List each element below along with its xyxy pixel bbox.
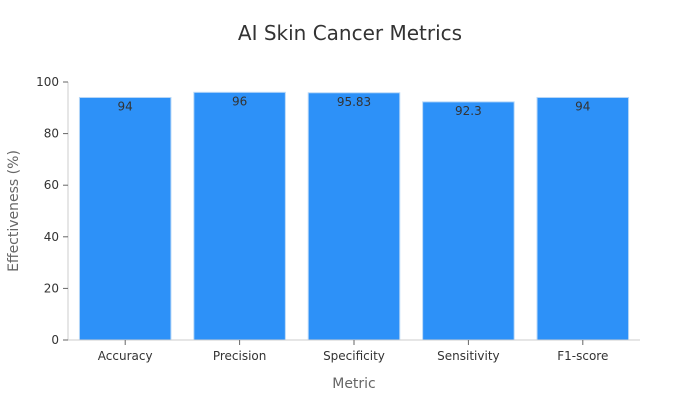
y-tick-label: 100 [36, 75, 59, 89]
bar-specificity [307, 92, 401, 341]
data-label: 95.83 [337, 95, 371, 109]
bar-f1-score [536, 96, 630, 341]
x-tick-label: Sensitivity [437, 349, 499, 363]
bars-group [78, 91, 630, 341]
y-tick-label: 20 [44, 281, 59, 295]
y-tick-label: 0 [51, 333, 59, 347]
y-ticks-group: 0 20 40 60 80 100 [36, 75, 68, 347]
x-tick-label: F1-score [557, 349, 608, 363]
data-label: 96 [232, 94, 247, 108]
chart-title: AI Skin Cancer Metrics [238, 21, 462, 45]
bar-sensitivity [422, 101, 515, 341]
x-tick-label: Accuracy [98, 349, 153, 363]
x-tick-label: Specificity [323, 349, 385, 363]
data-label: 94 [118, 99, 133, 113]
bar-precision [193, 91, 286, 341]
bar-accuracy [78, 96, 172, 341]
y-axis-label: Effectiveness (%) [6, 150, 22, 272]
x-ticks-group: Accuracy Precision Specificity Sensitivity F… [98, 340, 608, 363]
x-axis-label: Metric [332, 376, 376, 392]
x-tick-label: Precision [213, 349, 267, 363]
data-label: 92.3 [455, 104, 482, 118]
y-tick-label: 80 [44, 127, 59, 141]
data-labels-group: 94 96 95.83 92.3 94 [118, 94, 591, 118]
y-tick-label: 60 [44, 178, 59, 192]
data-label: 94 [575, 99, 590, 113]
y-tick-label: 40 [44, 230, 59, 244]
